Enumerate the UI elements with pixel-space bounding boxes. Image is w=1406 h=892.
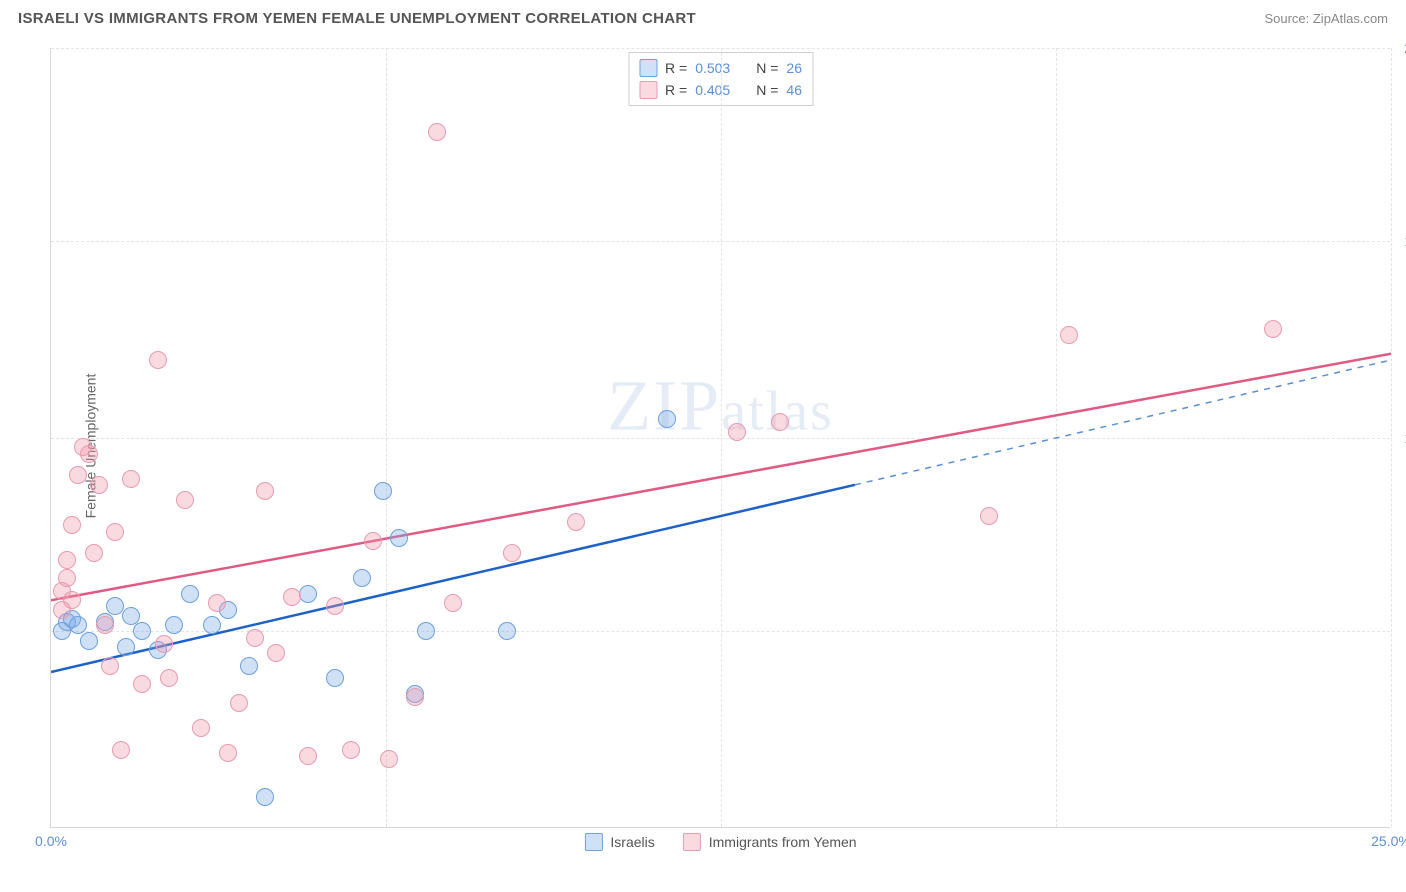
data-point-b: [771, 413, 789, 431]
data-point-b: [149, 351, 167, 369]
data-point-a: [374, 482, 392, 500]
data-point-b: [69, 466, 87, 484]
series-legend: Israelis Immigrants from Yemen: [584, 833, 856, 851]
data-point-b: [256, 482, 274, 500]
data-point-b: [246, 629, 264, 647]
data-point-b: [428, 123, 446, 141]
data-point-b: [567, 513, 585, 531]
legend-label: Immigrants from Yemen: [709, 834, 857, 850]
data-point-a: [203, 616, 221, 634]
data-point-b: [160, 669, 178, 687]
data-point-b: [63, 516, 81, 534]
data-point-b: [101, 657, 119, 675]
data-point-a: [80, 632, 98, 650]
gridline-v: [721, 48, 722, 827]
data-point-a: [417, 622, 435, 640]
data-point-b: [58, 569, 76, 587]
data-point-b: [980, 507, 998, 525]
chart-header: ISRAELI VS IMMIGRANTS FROM YEMEN FEMALE …: [0, 0, 1406, 31]
data-point-a: [498, 622, 516, 640]
x-tick-label: 25.0%: [1371, 833, 1406, 849]
data-point-a: [256, 788, 274, 806]
data-point-b: [444, 594, 462, 612]
legend-label: Israelis: [610, 834, 654, 850]
data-point-b: [380, 750, 398, 768]
data-point-b: [85, 544, 103, 562]
data-point-b: [208, 594, 226, 612]
data-point-a: [658, 410, 676, 428]
gridline-v: [386, 48, 387, 827]
data-point-b: [1264, 320, 1282, 338]
data-point-a: [117, 638, 135, 656]
data-point-b: [728, 423, 746, 441]
data-point-b: [63, 591, 81, 609]
data-point-b: [96, 616, 114, 634]
data-point-b: [112, 741, 130, 759]
data-point-a: [181, 585, 199, 603]
x-tick-label: 0.0%: [35, 833, 67, 849]
data-point-a: [326, 669, 344, 687]
data-point-a: [390, 529, 408, 547]
scatter-plot: ZIPatlas R =0.503N =26R =0.405N =46 Isra…: [50, 48, 1390, 828]
data-point-b: [176, 491, 194, 509]
gridline-v: [1391, 48, 1392, 827]
data-point-b: [326, 597, 344, 615]
data-point-a: [133, 622, 151, 640]
gridline-v: [1056, 48, 1057, 827]
data-point-b: [283, 588, 301, 606]
data-point-b: [299, 747, 317, 765]
data-point-b: [364, 532, 382, 550]
data-point-b: [267, 644, 285, 662]
data-point-a: [299, 585, 317, 603]
data-point-b: [230, 694, 248, 712]
data-point-b: [155, 635, 173, 653]
data-point-b: [58, 551, 76, 569]
chart-title: ISRAELI VS IMMIGRANTS FROM YEMEN FEMALE …: [18, 10, 696, 27]
legend-swatch-icon: [639, 59, 657, 77]
data-point-a: [353, 569, 371, 587]
chart-source: Source: ZipAtlas.com: [1264, 11, 1388, 26]
data-point-a: [165, 616, 183, 634]
data-point-b: [1060, 326, 1078, 344]
data-point-a: [240, 657, 258, 675]
data-point-b: [106, 523, 124, 541]
legend-item: Immigrants from Yemen: [683, 833, 857, 851]
legend-swatch-icon: [683, 833, 701, 851]
data-point-b: [122, 470, 140, 488]
data-point-b: [342, 741, 360, 759]
data-point-b: [503, 544, 521, 562]
legend-swatch-icon: [584, 833, 602, 851]
data-point-b: [133, 675, 151, 693]
data-point-b: [90, 476, 108, 494]
legend-swatch-icon: [639, 81, 657, 99]
legend-item: Israelis: [584, 833, 654, 851]
data-point-a: [106, 597, 124, 615]
data-point-b: [192, 719, 210, 737]
data-point-b: [406, 688, 424, 706]
data-point-b: [80, 445, 98, 463]
data-point-b: [219, 744, 237, 762]
